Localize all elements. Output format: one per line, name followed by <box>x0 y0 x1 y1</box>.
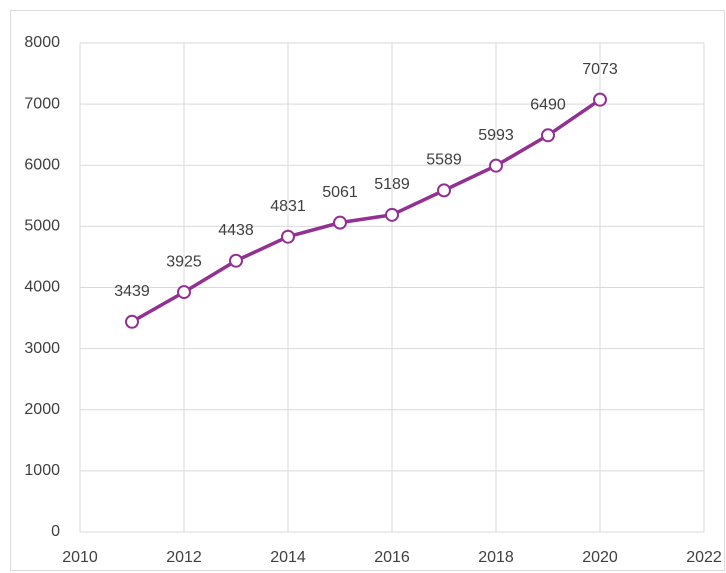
data-label: 6490 <box>530 97 566 114</box>
x-tick-label: 2020 <box>582 549 618 566</box>
data-point <box>437 183 451 198</box>
data-point <box>593 92 607 107</box>
y-tick-label: 2000 <box>24 401 60 418</box>
data-label: 5993 <box>478 127 514 144</box>
y-tick-label: 6000 <box>24 156 60 173</box>
y-tick-label: 3000 <box>24 340 60 357</box>
y-tick-label: 0 <box>51 523 60 540</box>
data-label: 5589 <box>426 152 462 169</box>
data-label: 7073 <box>582 61 618 78</box>
x-tick-label: 2010 <box>62 549 98 566</box>
data-label: 3439 <box>114 283 150 300</box>
data-point <box>333 215 347 230</box>
data-label: 4438 <box>218 222 254 239</box>
data-point <box>281 229 295 244</box>
data-point <box>229 253 243 268</box>
data-point <box>177 285 191 300</box>
data-point <box>541 128 555 143</box>
y-tick-label: 1000 <box>24 462 60 479</box>
y-tick-label: 5000 <box>24 218 60 235</box>
data-point <box>125 314 139 329</box>
data-point <box>489 158 503 173</box>
x-tick-label: 2022 <box>686 549 722 566</box>
data-point <box>385 207 399 222</box>
y-tick-label: 8000 <box>24 34 60 51</box>
x-tick-label: 2014 <box>270 549 306 566</box>
x-tick-label: 2016 <box>374 549 410 566</box>
y-tick-label: 7000 <box>24 95 60 112</box>
data-label: 5061 <box>322 184 358 201</box>
x-tick-label: 2012 <box>166 549 202 566</box>
data-label: 4831 <box>270 198 306 215</box>
y-tick-label: 4000 <box>24 279 60 296</box>
x-tick-label: 2018 <box>478 549 514 566</box>
data-label: 3925 <box>166 253 202 270</box>
data-line <box>131 98 601 324</box>
data-label: 5189 <box>374 176 410 193</box>
